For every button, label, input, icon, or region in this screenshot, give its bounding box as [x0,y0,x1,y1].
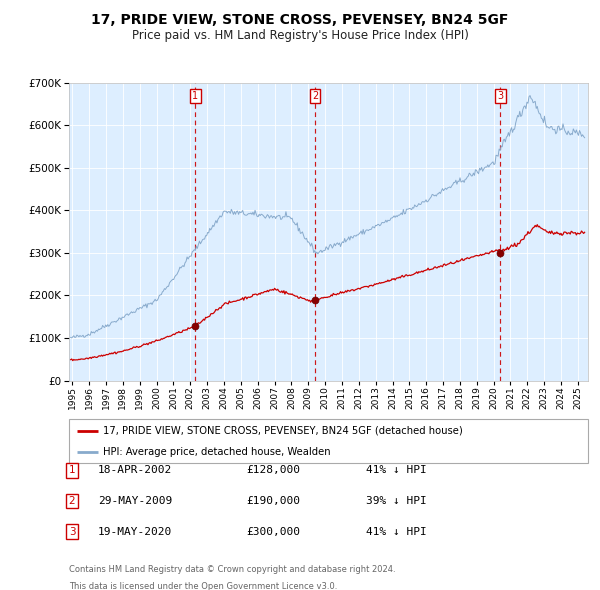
Text: 3: 3 [497,91,503,101]
Text: 17, PRIDE VIEW, STONE CROSS, PEVENSEY, BN24 5GF (detached house): 17, PRIDE VIEW, STONE CROSS, PEVENSEY, B… [103,426,463,436]
Text: 41% ↓ HPI: 41% ↓ HPI [366,466,427,475]
Text: 1: 1 [193,91,199,101]
Text: Contains HM Land Registry data © Crown copyright and database right 2024.: Contains HM Land Registry data © Crown c… [69,565,395,574]
Text: £300,000: £300,000 [246,527,300,536]
Text: This data is licensed under the Open Government Licence v3.0.: This data is licensed under the Open Gov… [69,582,337,590]
Text: 39% ↓ HPI: 39% ↓ HPI [366,496,427,506]
Text: 41% ↓ HPI: 41% ↓ HPI [366,527,427,536]
Text: £128,000: £128,000 [246,466,300,475]
Text: 29-MAY-2009: 29-MAY-2009 [98,496,172,506]
Text: 18-APR-2002: 18-APR-2002 [98,466,172,475]
Text: 1: 1 [68,466,76,475]
Text: 19-MAY-2020: 19-MAY-2020 [98,527,172,536]
Text: £190,000: £190,000 [246,496,300,506]
Text: 3: 3 [68,527,76,536]
Text: 2: 2 [68,496,76,506]
Text: Price paid vs. HM Land Registry's House Price Index (HPI): Price paid vs. HM Land Registry's House … [131,30,469,42]
Text: 2: 2 [312,91,318,101]
Text: 17, PRIDE VIEW, STONE CROSS, PEVENSEY, BN24 5GF: 17, PRIDE VIEW, STONE CROSS, PEVENSEY, B… [91,13,509,27]
Text: HPI: Average price, detached house, Wealden: HPI: Average price, detached house, Weal… [103,447,331,457]
